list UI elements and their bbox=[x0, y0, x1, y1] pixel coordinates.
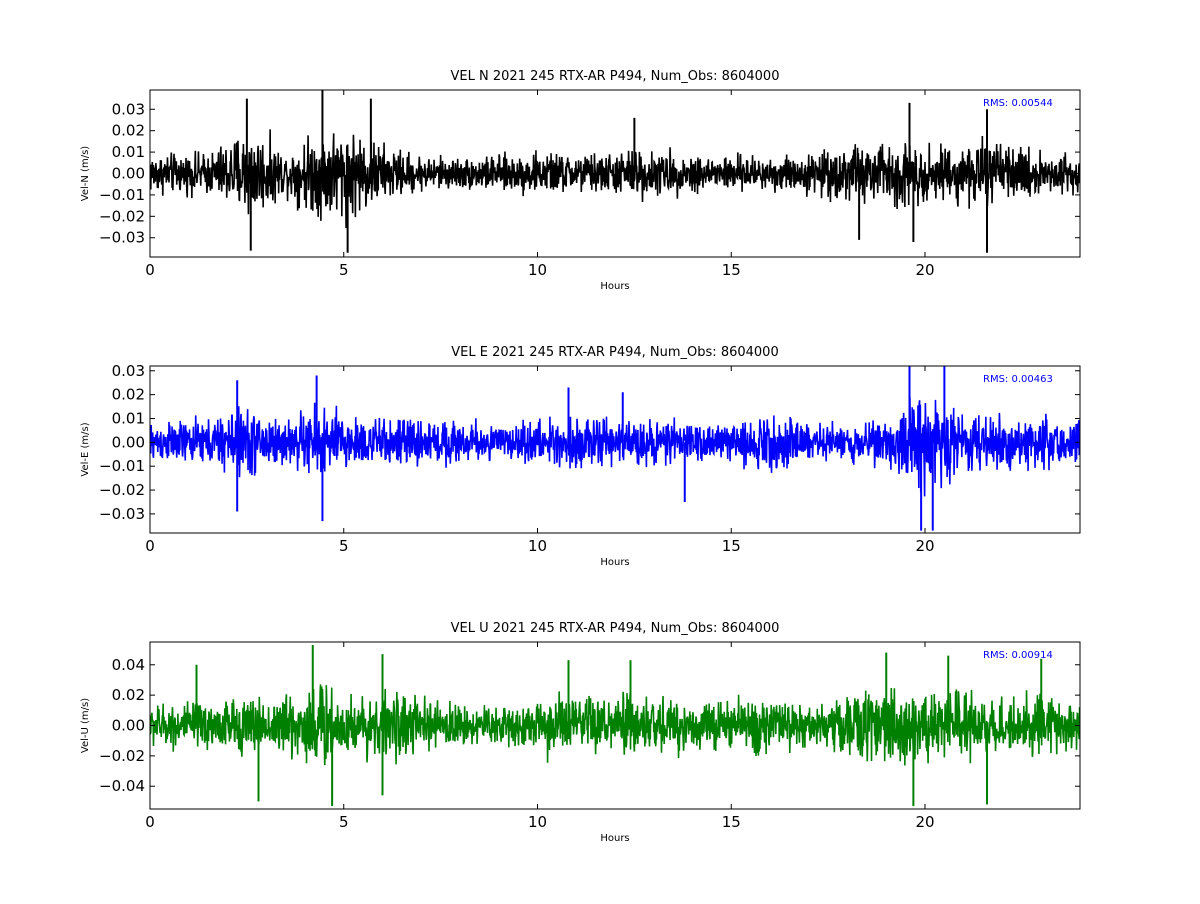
vel-e-series-line bbox=[150, 397, 1080, 497]
vel-n-ytick-label: 0.02 bbox=[112, 122, 145, 140]
vel-e-panel: 0 5 10 15 20 −0.03 −0.02 −0.01 0.00 0.01 0.02 0.03 V… bbox=[80, 345, 1081, 568]
vel-n-ytick-label: 0.00 bbox=[112, 165, 145, 183]
vel-n-xtick-label: 20 bbox=[915, 261, 934, 279]
vel-e-ytick-label: 0.03 bbox=[112, 362, 145, 380]
vel-n-ytick-label: −0.02 bbox=[99, 207, 145, 225]
vel-n-rms-annotation: RMS: 0.00544 bbox=[983, 98, 1053, 109]
vel-n-ytick-label: 0.03 bbox=[112, 100, 145, 118]
vel-n-ylabel: Vel-N (m/s) bbox=[80, 146, 91, 201]
vel-u-ytick-label: −0.02 bbox=[99, 747, 145, 765]
vel-u-ytick-label: −0.04 bbox=[99, 777, 145, 795]
vel-n-xtick-label: 0 bbox=[145, 261, 155, 279]
vel-u-xtick-label: 5 bbox=[339, 813, 349, 831]
vel-n-xtick-label: 10 bbox=[528, 261, 547, 279]
vel-e-ylabel: Vel-E (m/s) bbox=[80, 422, 91, 476]
vel-u-xtick-label: 0 bbox=[145, 813, 155, 831]
vel-n-series-line bbox=[150, 129, 1080, 229]
vel-e-ytick-label: 0.00 bbox=[112, 433, 145, 451]
vel-u-ytick-label: 0.02 bbox=[112, 686, 145, 704]
vel-n-xlabel: Hours bbox=[600, 281, 629, 292]
vel-n-ytick-label: −0.03 bbox=[99, 229, 145, 247]
vel-n-ytick-label: 0.01 bbox=[112, 143, 145, 161]
vel-u-xtick-label: 20 bbox=[915, 813, 934, 831]
vel-e-xtick-label: 0 bbox=[145, 537, 155, 555]
vel-u-xlabel: Hours bbox=[600, 833, 629, 844]
vel-n-title: VEL N 2021 245 RTX-AR P494, Num_Obs: 860… bbox=[451, 69, 780, 84]
vel-u-xtick-label: 15 bbox=[722, 813, 741, 831]
vel-u-ytick-label: 0.00 bbox=[112, 717, 145, 735]
vel-e-xtick-label: 5 bbox=[339, 537, 349, 555]
vel-n-panel: 0 5 10 15 20 −0.03 −0.02 −0.01 0.00 0.01 0.02 0.03 V… bbox=[80, 69, 1081, 292]
vel-e-xtick-label: 20 bbox=[915, 537, 934, 555]
vel-u-xtick-label: 10 bbox=[528, 813, 547, 831]
vel-e-axes-frame bbox=[149, 365, 1081, 534]
vel-n-ytick-label: −0.01 bbox=[99, 186, 145, 204]
vel-u-series-line bbox=[150, 684, 1080, 766]
vel-e-ytick-label: −0.01 bbox=[99, 457, 145, 475]
vel-e-rms-annotation: RMS: 0.00463 bbox=[983, 374, 1053, 385]
vel-e-ytick-label: 0.01 bbox=[112, 409, 145, 427]
vel-u-ylabel: Vel-U (m/s) bbox=[80, 698, 91, 753]
vel-e-ytick-label: 0.02 bbox=[112, 386, 145, 404]
vel-e-ytick-label: −0.02 bbox=[99, 481, 145, 499]
vel-e-xtick-label: 15 bbox=[722, 537, 741, 555]
vel-u-ytick-label: 0.04 bbox=[112, 656, 145, 674]
vel-e-ytick-label: −0.03 bbox=[99, 505, 145, 523]
vel-n-xtick-label: 5 bbox=[339, 261, 349, 279]
vel-e-xlabel: Hours bbox=[600, 557, 629, 568]
vel-e-title: VEL E 2021 245 RTX-AR P494, Num_Obs: 860… bbox=[451, 345, 778, 360]
vel-u-panel: 0 5 10 15 20 −0.04 −0.02 0.00 0.02 0.04 VEL U 2021… bbox=[80, 621, 1081, 844]
vel-e-xtick-label: 10 bbox=[528, 537, 547, 555]
vel-n-xtick-label: 15 bbox=[722, 261, 741, 279]
vel-u-title: VEL U 2021 245 RTX-AR P494, Num_Obs: 860… bbox=[451, 621, 780, 636]
vel-u-rms-annotation: RMS: 0.00914 bbox=[983, 650, 1053, 661]
